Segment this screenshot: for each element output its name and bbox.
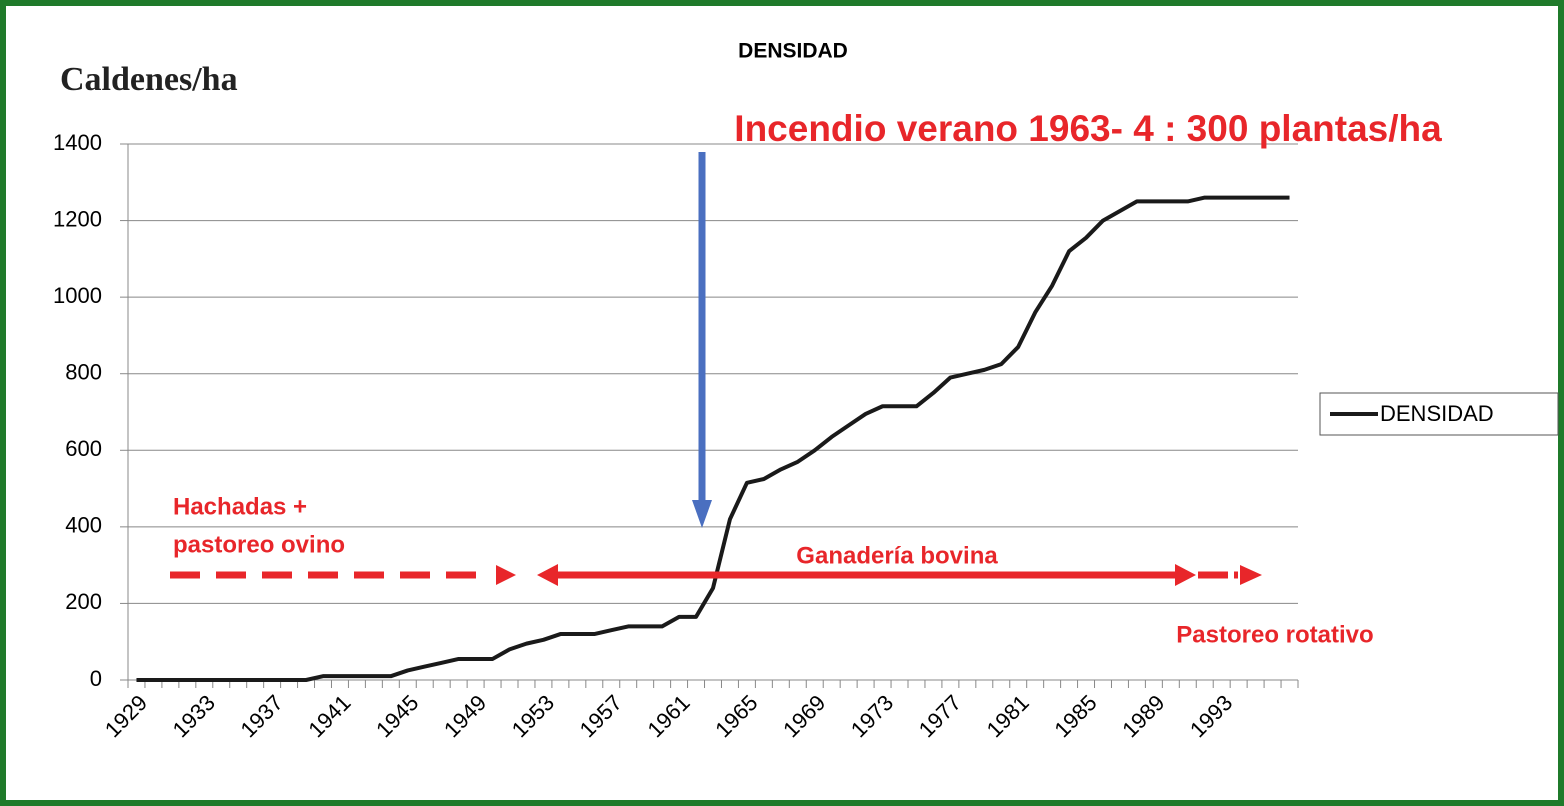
y-axis-label: Caldenes/ha (60, 61, 238, 98)
y-tick-label: 1200 (53, 206, 102, 231)
y-tick-label: 400 (65, 513, 102, 538)
annotation: Ganadería bovina (796, 542, 998, 569)
fire-arrow-head (692, 500, 712, 528)
dashed-arrow-head (496, 565, 516, 585)
annotation: pastoreo ovino (173, 531, 345, 558)
y-tick-label: 1400 (53, 130, 102, 155)
chart-title: DENSIDAD (738, 40, 848, 63)
y-tick-label: 1000 (53, 283, 102, 308)
annotation: Incendio verano 1963- 4 : 300 plantas/ha (734, 108, 1442, 149)
y-tick-label: 600 (65, 436, 102, 461)
annotation: Hachadas + (173, 493, 307, 520)
y-tick-label: 800 (65, 360, 102, 385)
y-tick-label: 0 (90, 666, 102, 691)
legend-label: DENSIDAD (1380, 401, 1494, 426)
data-line (136, 195, 1290, 682)
plot-background (6, 6, 1558, 800)
annotation: Pastoreo rotativo (1176, 621, 1373, 648)
dashed-arrow-head (1240, 565, 1262, 585)
y-tick-label: 200 (65, 589, 102, 614)
